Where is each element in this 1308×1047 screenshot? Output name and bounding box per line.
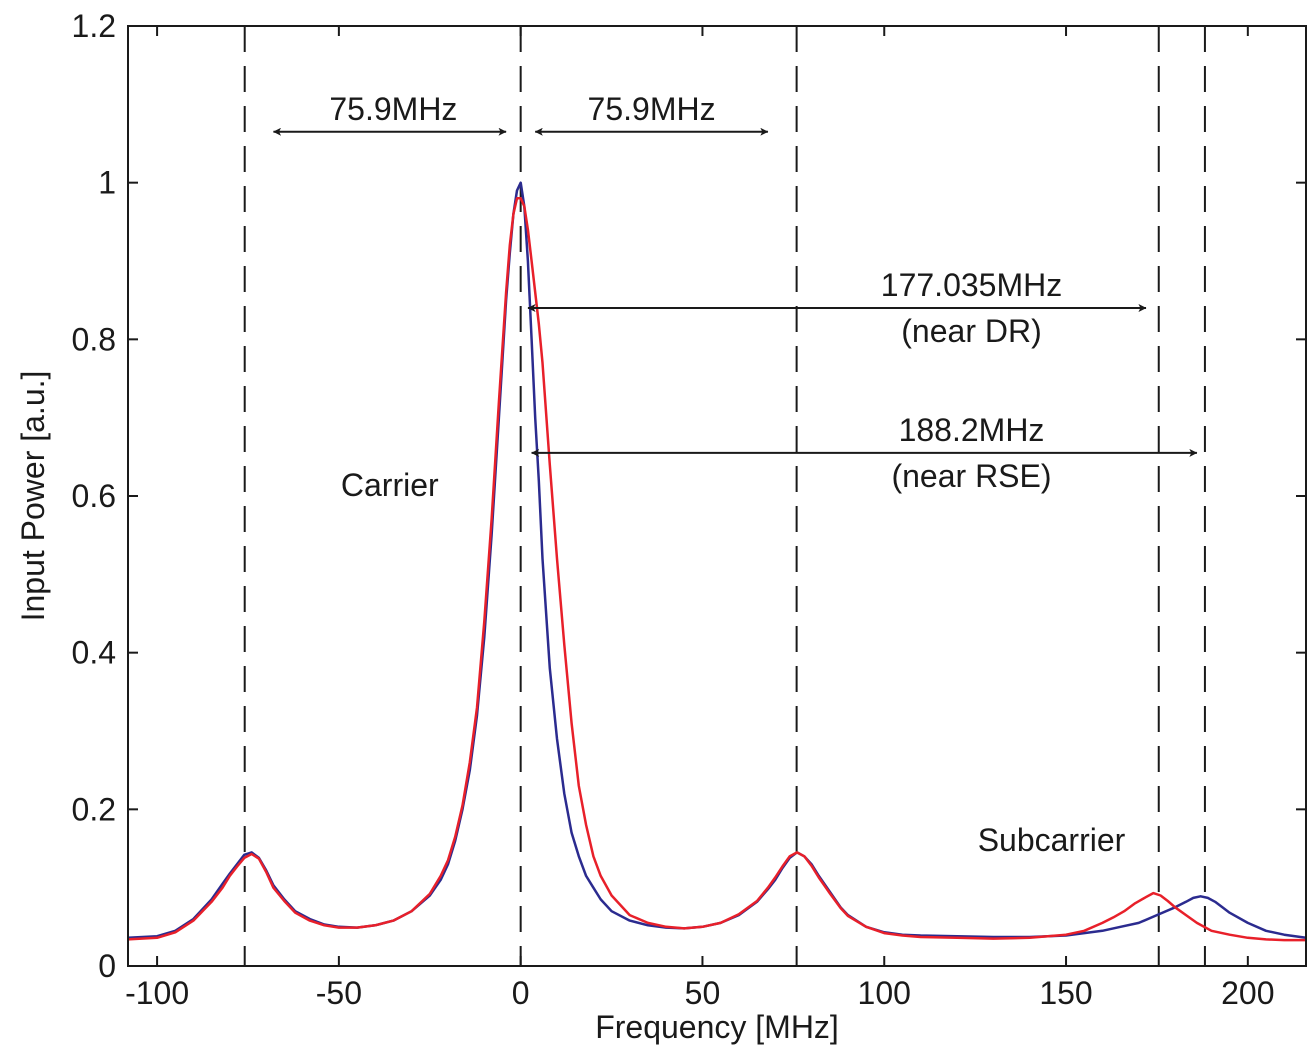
y-tick-label-3: 0.6 — [72, 478, 116, 514]
x-tick-label-1: -50 — [316, 975, 362, 1011]
span-label-3-0: 188.2MHz — [899, 412, 1045, 448]
span-label-2-1: (near DR) — [901, 313, 1041, 349]
span-label-1-0: 75.9MHz — [588, 91, 716, 127]
x-tick-label-4: 100 — [858, 975, 911, 1011]
span-label-2-0: 177.035MHz — [881, 267, 1062, 303]
reference-lines — [243, 26, 1206, 966]
y-tick-label-2: 0.4 — [72, 635, 116, 671]
x-tick-label-6: 200 — [1221, 975, 1274, 1011]
annotation-0: Carrier — [341, 467, 439, 503]
axis-ticks: -100 -50 0 50 100 150 200 0 0.2 0.4 0.6 0.8 1 1.2 — [72, 8, 1306, 1011]
y-axis-title: Input Power [a.u.] — [15, 371, 51, 622]
annotation-arrows: 75.9MHz 75.9MHz 177.035MHz (near DR) 188.2MH… — [273, 91, 1198, 494]
y-tick-label-1: 0.2 — [72, 791, 116, 827]
span-label-3-1: (near RSE) — [891, 458, 1051, 494]
x-axis-title: Frequency [MHz] — [595, 1009, 839, 1045]
series-line-1 — [127, 197, 1306, 942]
series-line-0 — [127, 181, 1307, 940]
y-tick-label-6: 1.2 — [72, 8, 116, 44]
y-tick-label-5: 1 — [98, 165, 116, 201]
x-tick-label-5: 150 — [1039, 975, 1092, 1011]
text-labels: Carrier Subcarrier — [341, 467, 1126, 858]
x-tick-label-2: 0 — [512, 975, 530, 1011]
x-tick-label-3: 50 — [685, 975, 721, 1011]
y-tick-label-4: 0.8 — [72, 321, 116, 357]
annotation-1: Subcarrier — [978, 822, 1126, 858]
series-layer — [127, 181, 1307, 942]
span-label-0-0: 75.9MHz — [329, 91, 457, 127]
y-tick-label-0: 0 — [98, 948, 116, 984]
x-tick-label-0: -100 — [125, 975, 189, 1011]
plot-frame — [127, 25, 1307, 967]
